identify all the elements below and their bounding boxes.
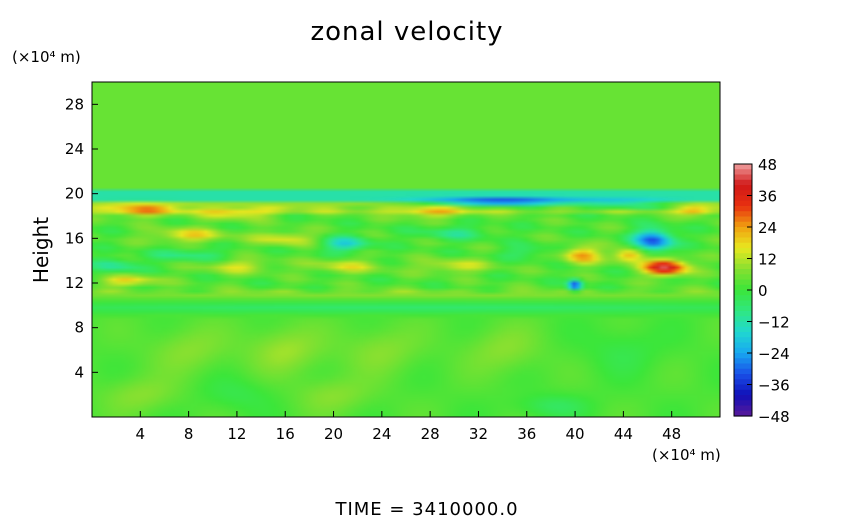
y-axis: 4 8 12 16 20 24 28 — [65, 95, 98, 381]
x-tick-label: 28 — [421, 425, 440, 443]
colorbar-swatch — [734, 400, 752, 407]
colorbar-swatch — [734, 232, 752, 239]
x-tick-label: 8 — [184, 425, 194, 443]
colorbar-swatch — [734, 353, 752, 359]
colorbar-swatch — [734, 179, 752, 186]
colorbar-swatch — [734, 253, 752, 260]
colorbar-swatch — [734, 237, 752, 244]
colorbar-swatch — [734, 195, 752, 202]
colorbar-swatch — [734, 258, 752, 265]
colorbar-swatch — [734, 279, 752, 286]
colorbar-swatch — [734, 200, 752, 207]
colorbar-swatch — [734, 211, 752, 218]
x-tick-label: 48 — [662, 425, 681, 443]
x-tick-label: 4 — [136, 425, 146, 443]
colorbar-swatch — [734, 190, 752, 197]
y-tick-label: 8 — [74, 319, 84, 337]
colorbar-swatch — [734, 342, 752, 349]
colorbar-swatch — [734, 269, 752, 275]
y-tick-label: 20 — [65, 185, 84, 203]
colorbar-tick-label: 0 — [758, 282, 768, 300]
y-tick-label: 28 — [65, 95, 84, 113]
colorbar-swatch — [734, 384, 752, 391]
colorbar-swatch — [734, 206, 752, 212]
colorbar-swatch — [734, 337, 752, 344]
colorbar-swatch — [734, 174, 752, 181]
x-axis: 4 8 12 16 20 24 28 32 36 40 44 48 — [136, 411, 681, 443]
colorbar-swatch — [734, 326, 752, 333]
colorbar-swatch — [734, 164, 752, 170]
colorbar-swatch — [734, 389, 752, 396]
y-tick-label: 12 — [65, 274, 84, 292]
chart-title: zonal velocity — [310, 17, 503, 47]
y-tick-label: 24 — [65, 140, 84, 158]
colorbar-swatch — [734, 169, 752, 176]
colorbar-swatch — [734, 227, 752, 233]
plot-frame — [91, 81, 721, 418]
colorbar-swatch — [734, 332, 752, 338]
x-tick-label: 20 — [324, 425, 343, 443]
x-tick-label: 40 — [566, 425, 585, 443]
colorbar-swatch — [734, 379, 752, 386]
colorbar-tick-label: −48 — [758, 408, 790, 426]
colorbar-swatch — [734, 248, 752, 254]
colorbar-swatch — [734, 274, 752, 281]
colorbar-swatch — [734, 405, 752, 412]
colorbar-swatch — [734, 300, 752, 307]
colorbar-swatch — [734, 316, 752, 323]
colorbar-tick-label: 48 — [758, 156, 777, 174]
colorbar-tick-label: 12 — [758, 251, 777, 269]
colorbar-swatch — [734, 368, 752, 375]
colorbar-tick-label: −24 — [758, 345, 790, 363]
colorbar-swatch — [734, 363, 752, 370]
colorbar-swatch — [734, 290, 752, 296]
colorbar-tick-label: 36 — [758, 188, 777, 206]
colorbar-swatch — [734, 216, 752, 223]
heatmap-field — [92, 82, 720, 417]
colorbar-swatch — [734, 395, 752, 401]
colorbar-swatch — [734, 263, 752, 270]
colorbar-tick-label: 24 — [758, 219, 777, 237]
colorbar-swatch — [734, 311, 752, 317]
colorbar-swatch — [734, 374, 752, 380]
x-tick-label: 44 — [614, 425, 633, 443]
y-axis-label: Height — [29, 217, 53, 283]
colorbar-swatch — [734, 185, 752, 191]
x-tick-label: 36 — [517, 425, 536, 443]
colorbar-swatch — [734, 321, 752, 328]
colorbar-tick-label: −12 — [758, 314, 790, 332]
colorbar-swatch — [734, 358, 752, 365]
x-tick-label: 16 — [276, 425, 295, 443]
colorbar-swatch — [734, 295, 752, 302]
colorbar-swatch — [734, 410, 752, 417]
colorbar: 48 36 24 12 0 −12 −24 −36 −48 — [733, 156, 790, 426]
colorbar-tick-label: −36 — [758, 377, 790, 395]
colorbar-swatch — [734, 221, 752, 228]
y-tick-label: 4 — [74, 363, 84, 381]
x-tick-label: 32 — [469, 425, 488, 443]
colorbar-swatch — [734, 284, 752, 291]
colorbar-swatch — [734, 242, 752, 249]
x-tick-label: 24 — [372, 425, 391, 443]
y-tick-label: 16 — [65, 229, 84, 247]
heatmap-container — [92, 82, 720, 417]
x-axis-unit: (×10⁴ m) — [652, 446, 721, 464]
colorbar-swatch — [734, 347, 752, 354]
x-tick-label: 12 — [227, 425, 246, 443]
y-axis-unit: (×10⁴ m) — [12, 48, 81, 66]
colorbar-swatch — [734, 305, 752, 312]
time-stamp: TIME = 3410000.0 — [334, 499, 518, 519]
